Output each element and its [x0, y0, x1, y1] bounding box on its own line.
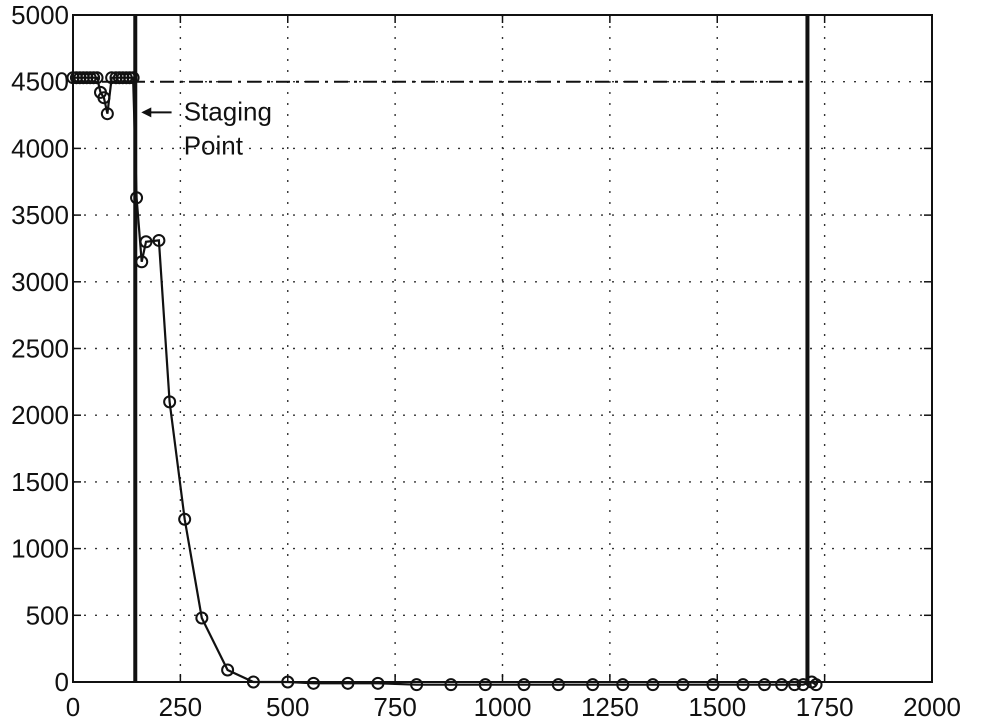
- annotations: Staging Point: [141, 96, 272, 160]
- annotation-text: Staging: [184, 96, 272, 126]
- y-tick-label: 4000: [11, 133, 69, 163]
- x-tick-label: 250: [159, 692, 202, 722]
- y-tick-label: 5000: [11, 0, 69, 30]
- data-point: [139, 235, 153, 249]
- data-point: [195, 611, 209, 625]
- data-point: [410, 678, 424, 692]
- data-point: [221, 663, 235, 677]
- data-point: [371, 676, 385, 690]
- tick-labels: 0 250 500 750 1000 1250 1500 1750 2000 0 500 1000 15…: [11, 0, 961, 722]
- data-point: [517, 678, 531, 692]
- y-tick-label: 0: [55, 667, 69, 697]
- data-point: [444, 678, 458, 692]
- data-point: [130, 191, 144, 205]
- y-tick-label: 2000: [11, 400, 69, 430]
- data-point: [809, 678, 823, 692]
- data-point: [281, 675, 295, 689]
- data-point: [775, 678, 789, 692]
- data-point: [676, 678, 690, 692]
- annotation-arrowhead: [141, 107, 152, 118]
- data-point: [135, 255, 149, 269]
- x-tick-label: 500: [266, 692, 309, 722]
- data-point: [706, 678, 720, 692]
- data-point: [736, 678, 750, 692]
- data-point: [246, 675, 260, 689]
- data-point: [97, 91, 111, 105]
- data-point: [796, 678, 810, 692]
- data-point: [586, 678, 600, 692]
- data-point: [616, 678, 630, 692]
- y-tick-label: 3000: [11, 267, 69, 297]
- data-point: [178, 512, 192, 526]
- series: [66, 71, 823, 692]
- data-point: [341, 676, 355, 690]
- y-tick-label: 3500: [11, 200, 69, 230]
- data-point: [551, 678, 565, 692]
- data-point: [163, 395, 177, 409]
- y-tick-label: 1000: [11, 534, 69, 564]
- x-tick-label: 2000: [903, 692, 961, 722]
- y-tick-label: 1500: [11, 467, 69, 497]
- x-tick-label: 0: [66, 692, 80, 722]
- y-tick-label: 500: [26, 600, 69, 630]
- data-point: [788, 678, 802, 692]
- grid: [73, 15, 932, 682]
- x-tick-label: 1250: [581, 692, 639, 722]
- x-tick-label: 1500: [688, 692, 746, 722]
- x-tick-label: 1000: [474, 692, 532, 722]
- data-point: [152, 233, 166, 247]
- data-point: [126, 71, 140, 85]
- data-point: [646, 678, 660, 692]
- y-tick-label: 4500: [11, 67, 69, 97]
- y-tick-label: 2500: [11, 334, 69, 364]
- data-point: [757, 678, 771, 692]
- x-tick-label: 1750: [796, 692, 854, 722]
- data-point: [90, 71, 104, 85]
- data-point: [100, 107, 114, 121]
- axes: [72, 14, 933, 683]
- data-point: [478, 678, 492, 692]
- x-tick-label: 750: [373, 692, 416, 722]
- annotation-text: Point: [184, 130, 244, 160]
- data-point: [307, 676, 321, 690]
